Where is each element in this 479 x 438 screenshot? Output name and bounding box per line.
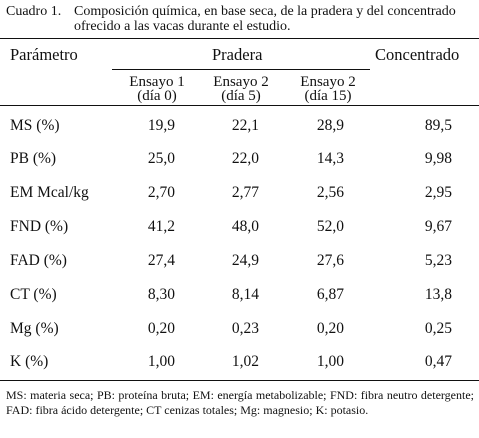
row-value-ensayo2-dia5: 0,23 bbox=[231, 320, 259, 337]
row-value-concentrado: 89,5 bbox=[424, 117, 452, 134]
row-value-concentrado: 0,47 bbox=[424, 353, 452, 370]
row-value-ensayo2-dia15: 27,6 bbox=[316, 252, 344, 269]
top-rule bbox=[0, 38, 479, 39]
header-pradera: Pradera bbox=[212, 45, 263, 64]
header-bottom-rule bbox=[0, 105, 479, 106]
row-value-ensayo1: 0,20 bbox=[147, 320, 175, 337]
row-param: Mg (%) bbox=[10, 320, 59, 337]
row-value-ensayo2-dia15: 1,00 bbox=[316, 353, 344, 370]
row-value-ensayo2-dia15: 0,20 bbox=[316, 320, 344, 337]
subheader-ensayo-2-dia-15-line1: Ensayo 2 bbox=[300, 74, 356, 90]
row-value-concentrado: 5,23 bbox=[424, 252, 452, 269]
row-value-ensayo2-dia15: 14,3 bbox=[316, 150, 344, 167]
row-value-ensayo2-dia5: 24,9 bbox=[231, 252, 259, 269]
caption-text: Composición química, en base seca, de la… bbox=[74, 4, 456, 34]
subheader-ensayo-1-line1: Ensayo 1 bbox=[129, 74, 185, 90]
subheader-ensayo-2-dia-5: Ensayo 2 (día 5) bbox=[196, 74, 286, 104]
header-concentrado: Concentrado bbox=[375, 45, 460, 64]
row-value-ensayo1: 1,00 bbox=[147, 353, 175, 370]
row-value-ensayo2-dia5: 48,0 bbox=[231, 218, 259, 235]
row-value-ensayo2-dia15: 6,87 bbox=[316, 286, 344, 303]
row-value-ensayo1: 8,30 bbox=[147, 286, 175, 303]
row-param: EM Mcal/kg bbox=[10, 184, 89, 201]
row-value-concentrado: 2,95 bbox=[424, 184, 452, 201]
row-value-ensayo2-dia5: 8,14 bbox=[231, 286, 259, 303]
row-param: K (%) bbox=[10, 353, 49, 370]
table-footnote: MS: materia seca; PB: proteína bruta; EM… bbox=[6, 388, 474, 417]
row-value-ensayo2-dia15: 2,56 bbox=[316, 184, 344, 201]
row-value-concentrado: 9,98 bbox=[424, 150, 452, 167]
row-value-ensayo2-dia5: 22,1 bbox=[231, 117, 259, 134]
row-value-ensayo1: 27,4 bbox=[147, 252, 175, 269]
subheader-ensayo-2-dia-15: Ensayo 2 (día 15) bbox=[283, 74, 373, 104]
row-value-concentrado: 13,8 bbox=[424, 286, 452, 303]
row-value-ensayo2-dia5: 2,77 bbox=[231, 184, 259, 201]
row-value-ensayo2-dia15: 28,9 bbox=[316, 117, 344, 134]
row-value-concentrado: 9,67 bbox=[424, 218, 452, 235]
row-value-ensayo2-dia5: 1,02 bbox=[231, 353, 259, 370]
caption-number: Cuadro 1. bbox=[6, 4, 62, 19]
row-param: CT (%) bbox=[10, 286, 57, 303]
row-param: FAD (%) bbox=[10, 252, 67, 269]
subheader-ensayo-2-dia-5-line2: (día 5) bbox=[221, 88, 261, 104]
row-value-ensayo2-dia15: 52,0 bbox=[316, 218, 344, 235]
subheader-ensayo-1-line2: (día 0) bbox=[137, 88, 177, 104]
subheader-ensayo-2-dia-5-line1: Ensayo 2 bbox=[213, 74, 269, 90]
row-param: MS (%) bbox=[10, 117, 60, 134]
row-value-ensayo2-dia5: 22,0 bbox=[231, 150, 259, 167]
row-param: PB (%) bbox=[10, 150, 57, 167]
table-bottom-rule bbox=[0, 380, 479, 381]
subheader-ensayo-2-dia-15-line2: (día 15) bbox=[304, 88, 352, 104]
row-value-ensayo1: 25,0 bbox=[147, 150, 175, 167]
row-param: FND (%) bbox=[10, 218, 69, 235]
subheader-ensayo-1: Ensayo 1 (día 0) bbox=[112, 74, 202, 104]
pradera-span-rule bbox=[112, 69, 370, 70]
row-value-ensayo1: 2,70 bbox=[147, 184, 175, 201]
header-parametro: Parámetro bbox=[10, 45, 78, 64]
row-value-ensayo1: 19,9 bbox=[147, 117, 175, 134]
row-value-ensayo1: 41,2 bbox=[147, 218, 175, 235]
row-value-concentrado: 0,25 bbox=[424, 320, 452, 337]
